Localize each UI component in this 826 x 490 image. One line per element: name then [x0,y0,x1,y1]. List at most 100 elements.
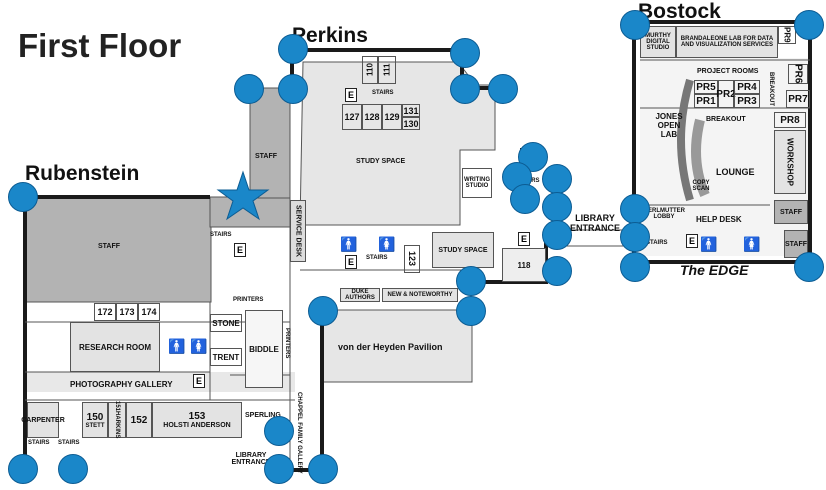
printers-side-label: PRINTERS [284,328,290,359]
stairs-carpenter-1[interactable]: STAIRS [28,440,50,446]
room-123: 123 [404,245,420,273]
stairs-carpenter-2[interactable]: STAIRS [58,440,80,446]
room-pr5: PR5 [694,80,718,94]
node-marker[interactable] [264,454,294,484]
you-are-here-star[interactable] [216,170,270,221]
room-153: 153 HOLSTI ANDERSON [152,402,242,438]
node-marker[interactable] [488,74,518,104]
breakout-label-horizontal: BREAKOUT [706,116,746,123]
room-pr7: PR7 [786,90,810,108]
room-biddle: BIDDLE [245,310,283,388]
node-marker[interactable] [278,34,308,64]
new-noteworthy: NEW & NOTEWORTHY [382,288,458,302]
room-172: 172 [94,303,116,321]
node-marker[interactable] [620,194,650,224]
stairs-perkins[interactable]: STAIRS [372,90,394,96]
room-pr4: PR4 [734,80,760,94]
elevator-rubenstein[interactable]: E [234,243,246,257]
restroom-icon-perkins-women: 🚺 [378,236,396,252]
node-marker[interactable] [542,164,572,194]
node-marker[interactable] [510,184,540,214]
the-edge-logo: The EDGE [680,262,749,278]
room-128: 128 [362,104,382,130]
room-research-room: RESEARCH ROOM [70,322,160,372]
node-marker[interactable] [308,454,338,484]
stairs-rubenstein[interactable]: STAIRS [210,232,232,238]
node-marker[interactable] [264,416,294,446]
room-sperling: SPERLING [245,412,281,419]
stairs-bostock[interactable]: STAIRS [646,240,668,246]
node-marker[interactable] [450,38,480,68]
help-desk: HELP DESK [696,215,742,224]
node-marker[interactable] [308,296,338,326]
room-brandaleone-lab: BRANDALEONE LAB FOR DATA AND VISUALIZATI… [676,26,778,58]
room-111: 111 [378,56,396,84]
room-stone: STONE [210,314,242,332]
elevator-perkins[interactable]: E [345,88,357,102]
node-marker[interactable] [542,256,572,286]
perlmutter-lobby: PERLMUTTER LOBBY [644,208,685,220]
node-marker[interactable] [620,252,650,282]
node-marker[interactable] [794,252,824,282]
room-110: 110 [362,56,378,84]
elevator-perkins-2[interactable]: E [345,255,357,269]
room-staff-perkins: STAFF [255,153,278,160]
room-pr6: PR6 [788,64,808,84]
room-staff-bostock-1: STAFF [774,200,808,224]
room-pr3: PR3 [734,94,760,108]
room-118: 118 [502,248,546,282]
room-150-name: STETT [85,422,105,429]
building-bostock: Bostock [638,0,721,23]
node-marker[interactable] [58,454,88,484]
von-der-heyden-pavilion: von der Heyden Pavilion [338,342,443,352]
room-151-name: HARKINS [114,411,120,439]
elevator-bostock[interactable]: E [686,234,698,248]
restroom-icon-bostock-men: 🚹 [700,236,718,252]
printers-top-label: PRINTERS [233,297,264,303]
node-marker[interactable] [8,182,38,212]
room-151: 151 HARKINS [108,401,126,439]
room-service-desk: SERVICE DESK [290,200,306,262]
stairs-123[interactable]: STAIRS [366,255,388,261]
photography-gallery-label: PHOTOGRAPHY GALLERY [70,380,173,389]
node-marker[interactable] [542,220,572,250]
stacks-area [25,372,295,392]
room-trent: TRENT [210,348,242,366]
room-173: 173 [116,303,138,321]
node-marker[interactable] [620,10,650,40]
restroom-icon-rubenstein-men: 🚹 [168,338,186,354]
building-rubenstein: Rubenstein [25,162,140,185]
room-129: 129 [382,104,402,130]
node-marker[interactable] [278,74,308,104]
jones-lab-curve [677,78,694,202]
node-marker[interactable] [542,192,572,222]
building-perkins: Perkins [292,24,368,47]
project-rooms-label: PROJECT ROOMS [697,68,759,75]
breakout-label-vertical: BREAKOUT [768,72,774,106]
room-workshop: WORKSHOP [774,130,806,194]
node-marker[interactable] [456,296,486,326]
room-study-space-small: STUDY SPACE [432,232,494,268]
room-150-number: 150 [86,411,104,423]
restroom-icon-rubenstein-women: 🚺 [190,338,208,354]
node-marker[interactable] [450,74,480,104]
room-pr1: PR1 [694,94,718,108]
node-marker[interactable] [456,266,486,296]
node-marker[interactable] [234,74,264,104]
node-marker[interactable] [620,222,650,252]
room-174: 174 [138,303,160,321]
chappel-family-gallery: CHAPPEL FAMILY GALLERY [296,392,302,474]
elevator-entrance[interactable]: E [518,232,530,246]
room-pr9: PR9 [778,26,796,44]
room-152: 152 [126,402,152,438]
node-marker[interactable] [794,10,824,40]
restroom-icon-bostock-women: 🚺 [743,236,761,252]
elevator-stairwell[interactable]: E [193,374,205,388]
library-entrance-main: LIBRARY ENTRANCE [569,213,620,233]
room-151-number: 151 [114,401,120,412]
pavilion-area [321,309,473,383]
room-150: 150 STETT [82,402,108,438]
perkins-study-space: STUDY SPACE [356,158,406,165]
node-marker[interactable] [8,454,38,484]
room-131: 131 [402,104,420,117]
